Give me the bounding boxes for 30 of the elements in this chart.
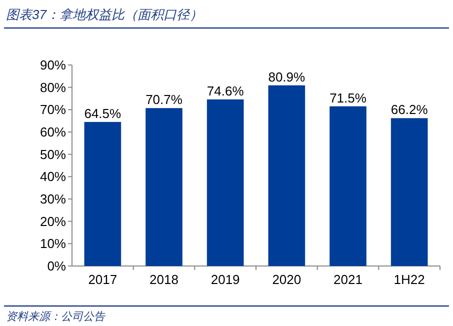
x-tick-label: 2017: [88, 272, 118, 287]
y-tick-label: 20%: [40, 214, 66, 229]
data-label: 66.2%: [390, 102, 428, 118]
y-tick-label: 30%: [40, 192, 66, 206]
y-tick-label: 50%: [40, 146, 66, 162]
x-tick-label: 2021: [334, 272, 362, 287]
x-tick-label: 2020: [272, 272, 302, 287]
data-label: 80.9%: [268, 69, 306, 84]
y-tick-label: 60%: [40, 124, 66, 140]
data-label: 64.5%: [84, 106, 122, 121]
y-tick-label: 40%: [40, 169, 66, 184]
y-tick-label: 70%: [40, 102, 66, 118]
bar: [206, 99, 244, 266]
data-label: 70.7%: [146, 92, 183, 108]
chart-title: 图表37：拿地权益比（面积口径）: [6, 7, 202, 22]
x-tick-label: 1H22: [394, 272, 425, 287]
bar: [390, 118, 428, 266]
y-tick-label: 90%: [40, 58, 66, 72]
text: 资料来源：公司公告: [6, 310, 106, 323]
bar: [330, 106, 366, 266]
data-label: 74.6%: [206, 83, 244, 98]
x-tick-label: 2018: [150, 272, 178, 287]
y-tick-label: 80%: [40, 80, 66, 95]
bar: [84, 122, 122, 266]
data-label: 71.5%: [330, 90, 367, 106]
bar: [146, 108, 182, 266]
bar: [268, 85, 306, 266]
y-tick-label: 10%: [40, 236, 66, 252]
y-tick-label: 0%: [47, 258, 66, 274]
x-tick-label: 2019: [210, 272, 240, 287]
